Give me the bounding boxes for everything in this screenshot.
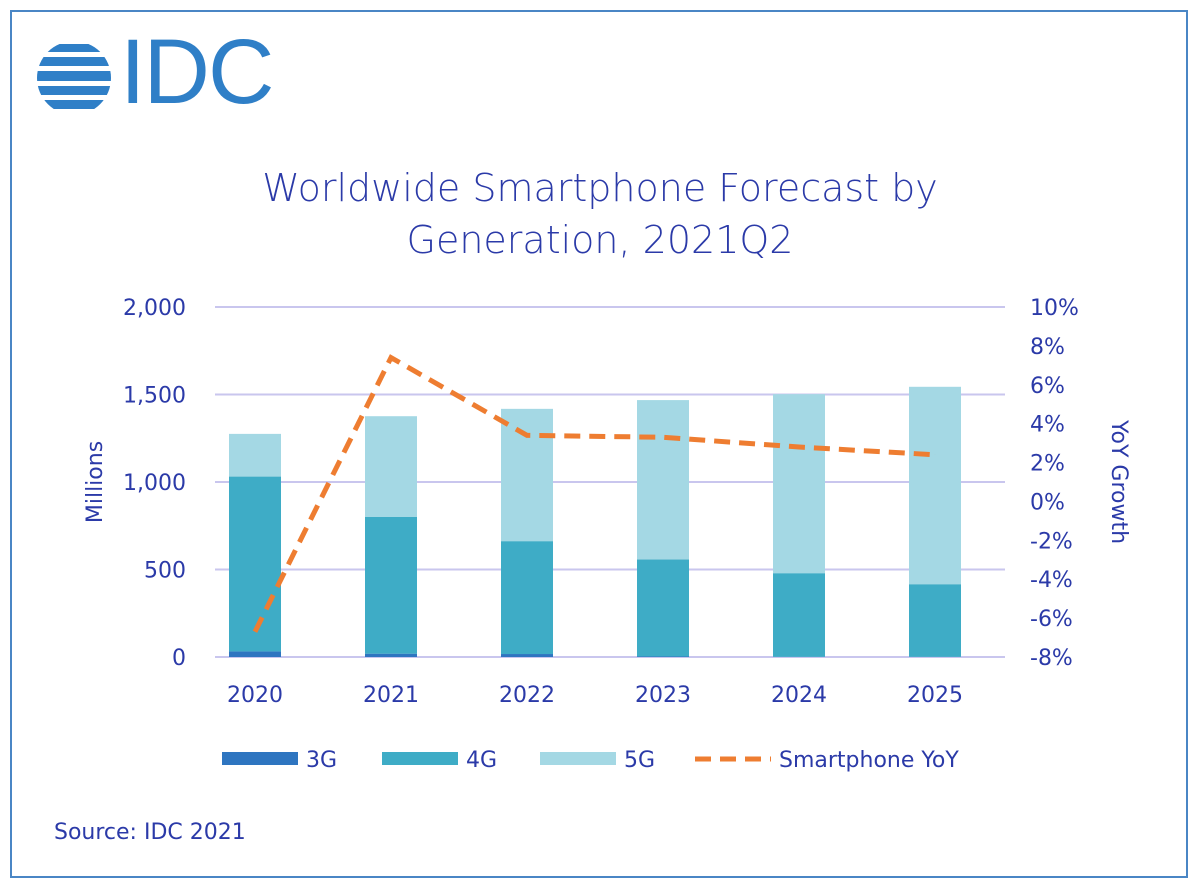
bar-4G-2020	[229, 476, 281, 652]
y-tick-label: 2,000	[123, 296, 186, 321]
bar-5G-2023	[637, 400, 689, 560]
bar-5G-2020	[229, 433, 281, 477]
y-tick-label: 0	[172, 646, 186, 671]
bar-4G-2021	[365, 517, 417, 654]
bar-4G-2024	[773, 573, 825, 657]
legend-label-5G: 5G	[624, 748, 655, 773]
y2-tick-label: 4%	[1030, 413, 1065, 438]
y2-axis-label: YoY Growth	[1106, 419, 1131, 544]
y2-tick-label: -2%	[1030, 529, 1073, 554]
y2-tick-label: 8%	[1030, 335, 1065, 360]
y-axis-label: Millions	[83, 441, 108, 523]
legend-label-3G: 3G	[306, 748, 337, 773]
legend-label-Smartphone YoY: Smartphone YoY	[779, 748, 959, 773]
bar-5G-2025	[909, 386, 961, 585]
bar-4G-2023	[637, 559, 689, 657]
legend-swatch-5G	[540, 752, 616, 765]
x-tick-label: 2023	[635, 683, 691, 708]
y2-tick-label: -4%	[1030, 568, 1073, 593]
y2-tick-label: -8%	[1030, 646, 1073, 671]
y-tick-label: 1,500	[123, 384, 186, 409]
chart-frame	[10, 10, 1188, 878]
bar-3G-2020	[229, 651, 281, 657]
y2-tick-label: 0%	[1030, 490, 1065, 515]
bar-5G-2022	[501, 408, 553, 542]
bar-4G-2025	[909, 584, 961, 657]
y-tick-label: 500	[144, 559, 186, 584]
chart-title-line-2: Generation, 2021Q2	[406, 218, 794, 262]
x-tick-label: 2021	[363, 683, 419, 708]
y2-tick-label: 6%	[1030, 374, 1065, 399]
x-tick-label: 2022	[499, 683, 555, 708]
y-tick-label: 1,000	[123, 471, 186, 496]
x-tick-label: 2025	[907, 683, 963, 708]
bar-4G-2022	[501, 541, 553, 655]
legend-label-4G: 4G	[466, 748, 497, 773]
y2-tick-label: 2%	[1030, 452, 1065, 477]
y2-tick-label: -6%	[1030, 607, 1073, 632]
legend-swatch-3G	[222, 752, 298, 765]
bar-3G-2022	[501, 654, 553, 657]
bar-5G-2024	[773, 394, 825, 574]
source-note: Source: IDC 2021	[54, 820, 246, 845]
bar-5G-2021	[365, 416, 417, 517]
legend-swatch-4G	[382, 752, 458, 765]
x-tick-label: 2024	[771, 683, 827, 708]
logo-text: IDC	[120, 21, 274, 123]
x-tick-label: 2020	[227, 683, 283, 708]
yoy-line	[252, 354, 936, 633]
y2-tick-label: 10%	[1030, 296, 1079, 321]
bar-3G-2021	[365, 653, 417, 657]
bar-3G-2023	[637, 656, 689, 657]
globe-icon	[37, 44, 111, 109]
chart-title-line-1: Worldwide Smartphone Forecast by	[262, 166, 938, 210]
chart-title: Worldwide Smartphone Forecast by Generat…	[0, 162, 1200, 266]
